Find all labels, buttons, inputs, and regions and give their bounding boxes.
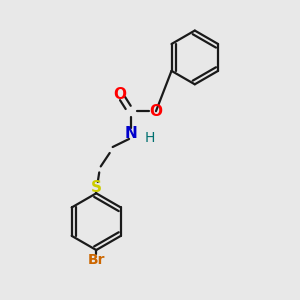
Text: S: S — [91, 180, 102, 195]
Text: O: O — [114, 87, 127, 102]
Text: Br: Br — [88, 254, 105, 268]
Text: O: O — [149, 104, 163, 119]
Text: N: N — [124, 126, 137, 141]
Text: H: H — [145, 131, 155, 145]
